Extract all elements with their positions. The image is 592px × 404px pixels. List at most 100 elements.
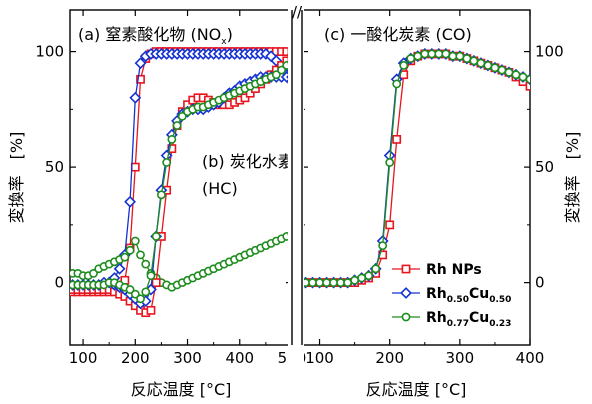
- data-point-circle: [504, 67, 514, 77]
- data-point-circle: [120, 252, 130, 262]
- panel-a-title-close: ): [227, 25, 233, 44]
- legend-label: Rh0.77Cu0.23: [426, 310, 511, 329]
- legend-entry: Rh NPs: [392, 262, 482, 278]
- data-point-circle: [130, 289, 140, 299]
- legend-label-part: Cu: [469, 310, 489, 326]
- data-point-circle: [371, 264, 381, 274]
- data-point-diamond: [129, 91, 142, 104]
- legend-label-part: 0.77: [447, 319, 469, 329]
- panel-a-title-sub: x: [221, 37, 227, 47]
- y-tick-label-right: 50: [535, 158, 554, 176]
- x-axis-label: 反応温度 [°C]: [366, 380, 467, 399]
- x-tick-label: 300: [173, 349, 202, 367]
- data-point-circle: [413, 51, 423, 61]
- data-point-circle: [277, 65, 286, 75]
- data-point-circle: [172, 121, 182, 130]
- series-1: [302, 47, 530, 289]
- data-point-circle: [406, 54, 416, 63]
- legend-label-part: Rh: [426, 310, 447, 326]
- legend-entry: Rh0.77Cu0.23: [392, 310, 511, 329]
- data-point-square: [146, 305, 156, 315]
- y-tick-label-left: 100: [35, 43, 64, 61]
- data-point-circle: [130, 236, 140, 246]
- data-point-circle: [497, 65, 507, 75]
- data-point-circle: [89, 268, 98, 278]
- data-point-square: [385, 220, 395, 230]
- axis-break-mark: //: [292, 3, 303, 21]
- x-tick-label: 200: [375, 349, 404, 367]
- legend-label: Rh0.50Cu0.50: [426, 286, 511, 305]
- series-bhc-3: [70, 54, 292, 318]
- series-line: [305, 53, 530, 284]
- series-line: [305, 53, 530, 284]
- data-point-circle: [308, 278, 317, 288]
- legend-entry: Rh0.50Cu0.50: [392, 286, 511, 305]
- data-point-circle: [364, 271, 374, 281]
- data-point-circle: [525, 74, 530, 84]
- data-point-circle: [455, 51, 465, 61]
- data-point-circle: [441, 49, 451, 59]
- legend-label: Rh NPs: [426, 262, 482, 278]
- data-point-circle: [448, 51, 458, 61]
- series-anox-1: [70, 47, 292, 294]
- data-point-circle: [511, 70, 521, 80]
- x-tick-label: 200: [121, 349, 150, 367]
- panel-b-title: (b) 炭化水素: [202, 152, 294, 171]
- data-point-circle: [462, 54, 472, 63]
- x-tick-label: 100: [69, 349, 98, 367]
- legend-label-part: Cu: [469, 286, 489, 302]
- data-point-circle: [125, 285, 135, 294]
- series-line: [72, 57, 292, 314]
- data-point-square: [392, 134, 402, 144]
- legend-label-part: Rh NPs: [426, 262, 482, 278]
- data-point-circle: [336, 278, 345, 288]
- data-point-circle: [427, 49, 437, 59]
- data-point-diamond: [270, 54, 283, 67]
- x-tick-label: 400: [225, 349, 254, 367]
- data-point-circle: [399, 61, 409, 70]
- data-point-circle: [401, 312, 411, 322]
- legend-label-part: Rh: [426, 286, 447, 302]
- x-tick-label: 100: [305, 349, 334, 367]
- data-point-circle: [434, 49, 444, 59]
- data-point-circle: [483, 61, 493, 70]
- data-point-circle: [518, 72, 528, 82]
- legend-label-part: 0.23: [489, 319, 511, 329]
- panel-a-title: (a) 窒素酸化物 (NOx): [78, 25, 233, 47]
- data-point-diamond: [124, 195, 137, 208]
- y-tick-label-right: 100: [535, 43, 564, 61]
- y-axis-label-right: 変換率 [%]: [563, 132, 582, 224]
- y-tick-label-right: 0: [535, 274, 545, 292]
- data-point-circle: [136, 250, 145, 260]
- data-point-circle: [476, 58, 486, 68]
- data-point-circle: [378, 241, 388, 251]
- data-point-circle: [343, 278, 352, 288]
- data-point-circle: [385, 158, 395, 167]
- legend-label-part: 0.50: [447, 295, 469, 305]
- data-point-circle: [162, 158, 172, 167]
- y-axis-label-left: 変換率 [%]: [7, 132, 26, 224]
- data-point-square: [525, 81, 530, 91]
- panel-b-subtitle: (HC): [202, 179, 238, 198]
- data-point-circle: [141, 287, 151, 297]
- data-point-square: [130, 162, 140, 172]
- data-point-circle: [420, 49, 430, 59]
- data-point-square: [240, 93, 250, 103]
- x-tick-label: 300: [446, 349, 475, 367]
- series-bhc-5: [70, 58, 292, 304]
- data-point-circle: [271, 70, 281, 80]
- data-point-circle: [357, 273, 367, 283]
- data-point-circle: [469, 56, 479, 66]
- data-point-circle: [157, 190, 166, 200]
- series-0: [302, 49, 530, 288]
- data-point-circle: [151, 232, 161, 241]
- data-point-diamond: [400, 287, 412, 299]
- data-point-circle: [392, 79, 402, 89]
- data-point-circle: [146, 271, 156, 281]
- x-axis-label: 反応温度 [°C]: [131, 380, 232, 399]
- data-point-circle: [350, 275, 360, 285]
- data-point-circle: [125, 245, 135, 255]
- data-point-circle: [167, 134, 177, 144]
